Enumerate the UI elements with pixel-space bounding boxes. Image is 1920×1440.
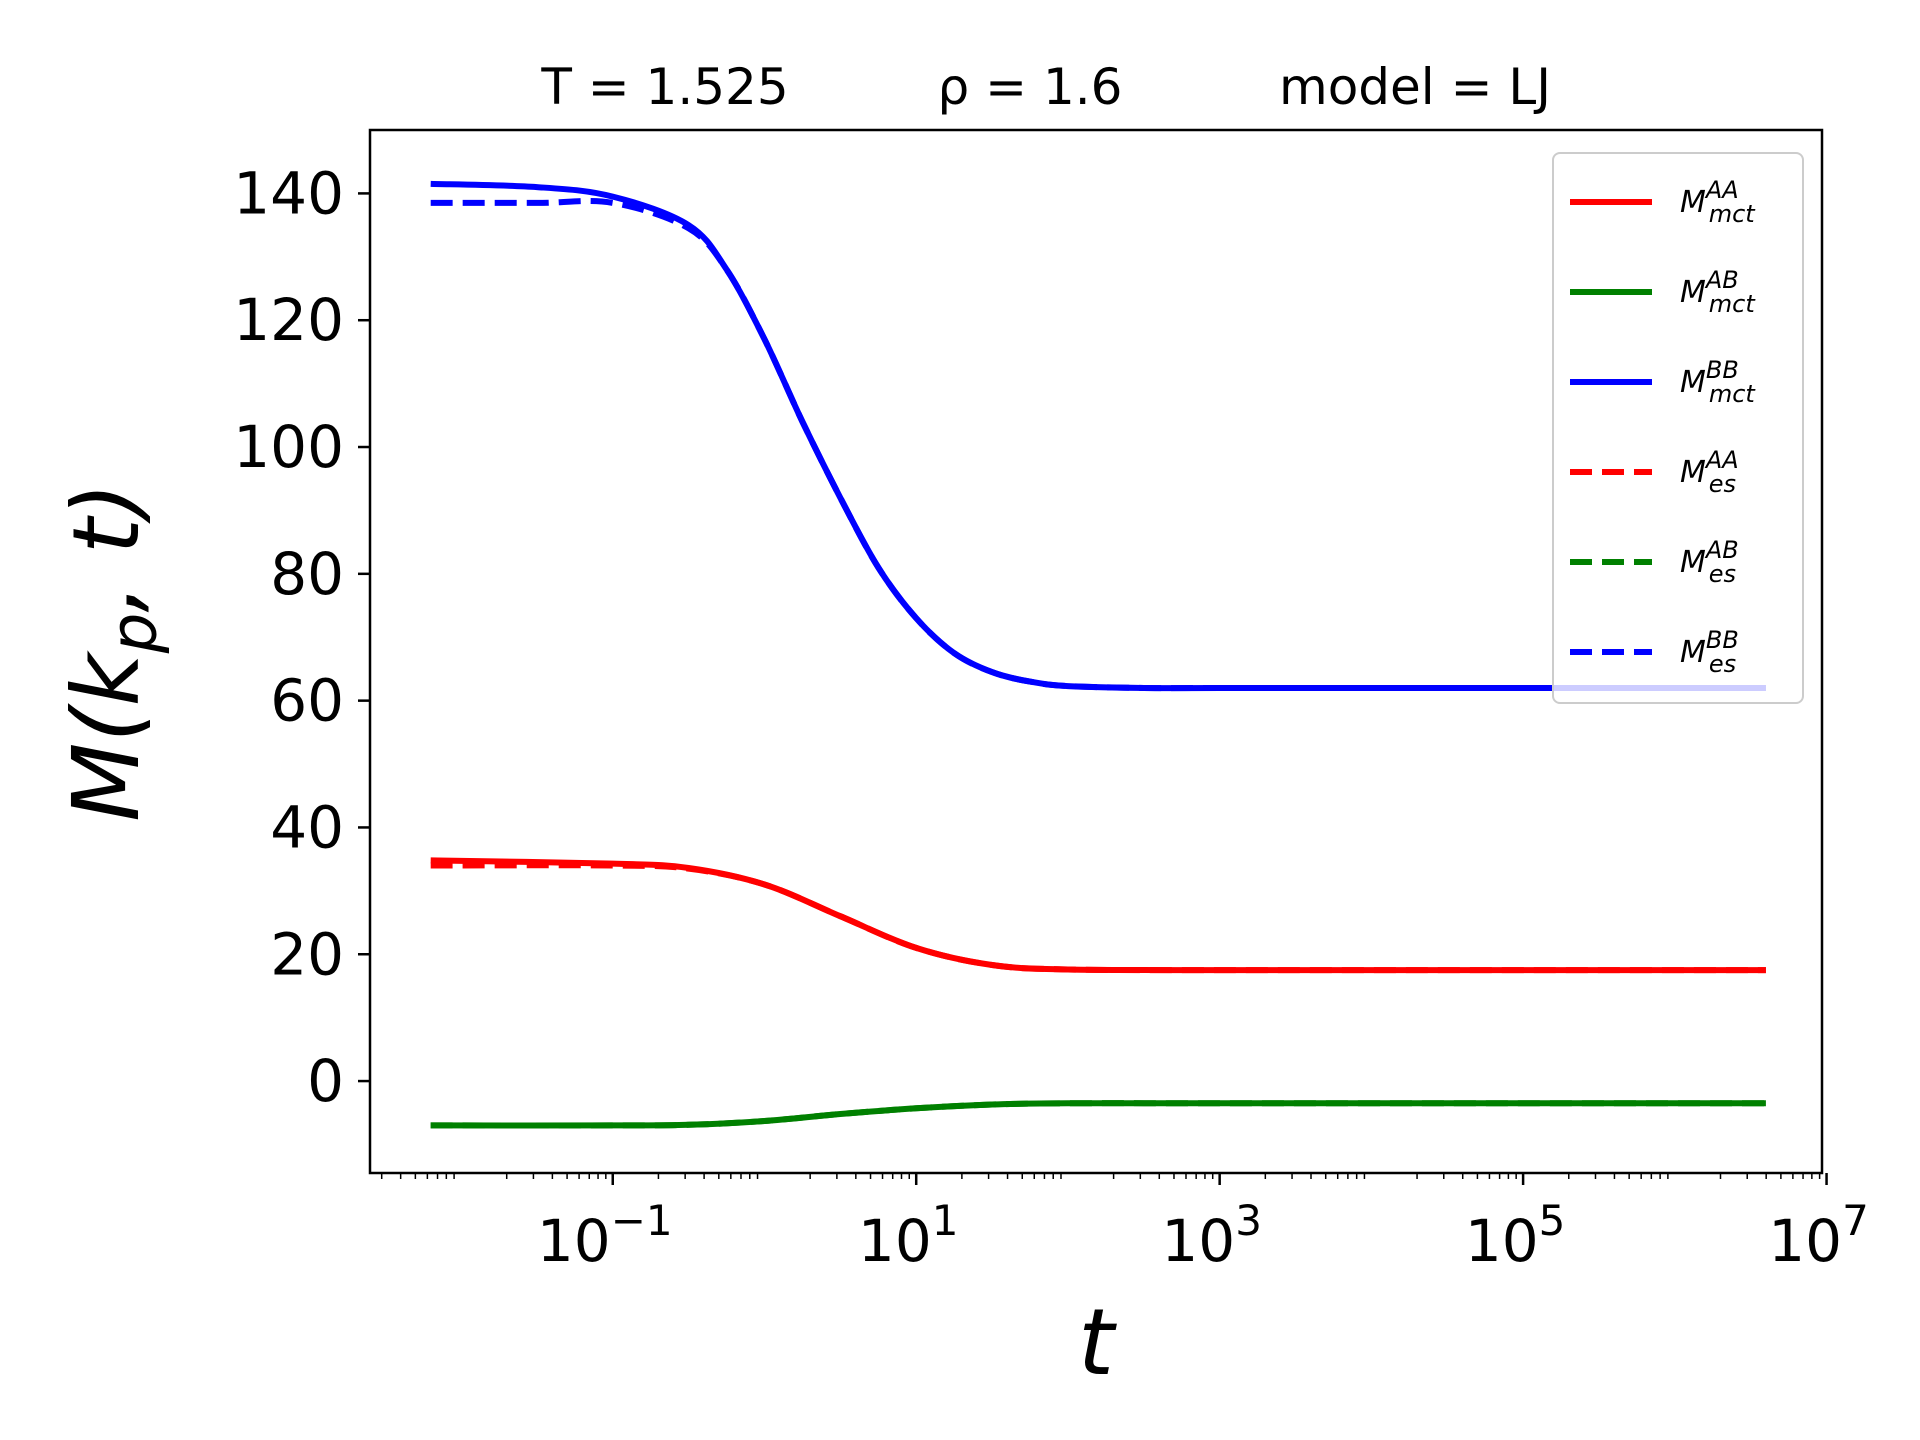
x-tick-exponent: −1: [611, 1196, 673, 1245]
legend-superscript: AB: [1704, 536, 1739, 564]
series-line-ab-es: [430, 1100, 1766, 1129]
series-line-aa-es: [430, 862, 1766, 974]
y-tick-label: 100: [233, 413, 344, 481]
legend-subscript: mct: [1709, 200, 1757, 228]
y-axis-label-sub: p: [98, 613, 172, 655]
legend-label-aa-es: MAA es: [1680, 446, 1739, 498]
y-axis-label-rest: , t): [53, 482, 160, 612]
legend-symbol: M: [1680, 635, 1706, 670]
legend-symbol: M: [1680, 455, 1706, 490]
x-tick-exponent: 3: [1235, 1196, 1262, 1245]
y-axis-label-main: M(k: [53, 650, 160, 822]
legend-label-aa-mct: MAA mct: [1680, 176, 1756, 228]
legend-symbol: M: [1680, 545, 1706, 580]
y-tick-label: 80: [270, 540, 344, 608]
y-tick-label: 60: [270, 667, 344, 735]
x-tick-label: 105: [1465, 1196, 1566, 1275]
x-tick-base: 10: [1768, 1207, 1842, 1275]
x-tick-base: 10: [537, 1207, 611, 1275]
legend-symbol: M: [1680, 185, 1706, 220]
legend-symbol: M: [1680, 275, 1706, 310]
chart-title-density: ρ = 1.6: [938, 58, 1123, 116]
y-tick-label: 140: [233, 159, 344, 227]
legend-subscript: mct: [1709, 290, 1757, 318]
series-line-bb-es: [430, 198, 1766, 692]
x-tick-label: 103: [1161, 1196, 1262, 1275]
legend-superscript: BB: [1706, 356, 1739, 384]
legend-label-ab-mct: MAB mct: [1680, 266, 1756, 318]
x-tick-label: 101: [858, 1196, 959, 1275]
series-line-aa-mct: [430, 857, 1766, 974]
y-axis-label: M(kp, t): [53, 482, 172, 822]
legend-subscript: mct: [1709, 380, 1757, 408]
legend-label-bb-mct: MBB mct: [1680, 356, 1756, 408]
y-tick-label: 120: [233, 286, 344, 354]
legend-superscript: AA: [1704, 446, 1739, 474]
x-tick-exponent: 5: [1539, 1196, 1566, 1245]
x-tick-exponent: 7: [1842, 1196, 1869, 1245]
legend-label-ab-es: MAB es: [1680, 536, 1739, 588]
legend-symbol: M: [1680, 365, 1706, 400]
y-tick-label: 40: [270, 793, 344, 861]
series-line-ab-mct: [430, 1100, 1766, 1129]
legend-subscript: es: [1709, 560, 1736, 588]
x-tick-base: 10: [858, 1207, 932, 1275]
legend-box: [1552, 152, 1804, 704]
legend-superscript: BB: [1706, 626, 1739, 654]
x-tick-base: 10: [1465, 1207, 1539, 1275]
chart-title-temperature: T = 1.525: [540, 58, 788, 116]
legend-subscript: es: [1709, 470, 1736, 498]
x-tick-label: 107: [1768, 1196, 1869, 1275]
x-tick-exponent: 1: [932, 1196, 959, 1245]
legend-subscript: es: [1709, 650, 1736, 678]
x-axis-label: t: [1078, 1289, 1117, 1396]
legend-superscript: AA: [1704, 176, 1739, 204]
legend-superscript: AB: [1704, 266, 1739, 294]
x-tick-base: 10: [1161, 1207, 1235, 1275]
series-layer: [430, 180, 1766, 1129]
plot-frame: [368, 128, 1824, 1175]
y-tick-label: 20: [270, 920, 344, 988]
legend-label-bb-es: MBB es: [1680, 626, 1739, 678]
y-tick-label: 0: [307, 1047, 344, 1115]
x-tick-label: 10−1: [537, 1196, 673, 1275]
chart-title-model: model = LJ: [1279, 58, 1551, 116]
